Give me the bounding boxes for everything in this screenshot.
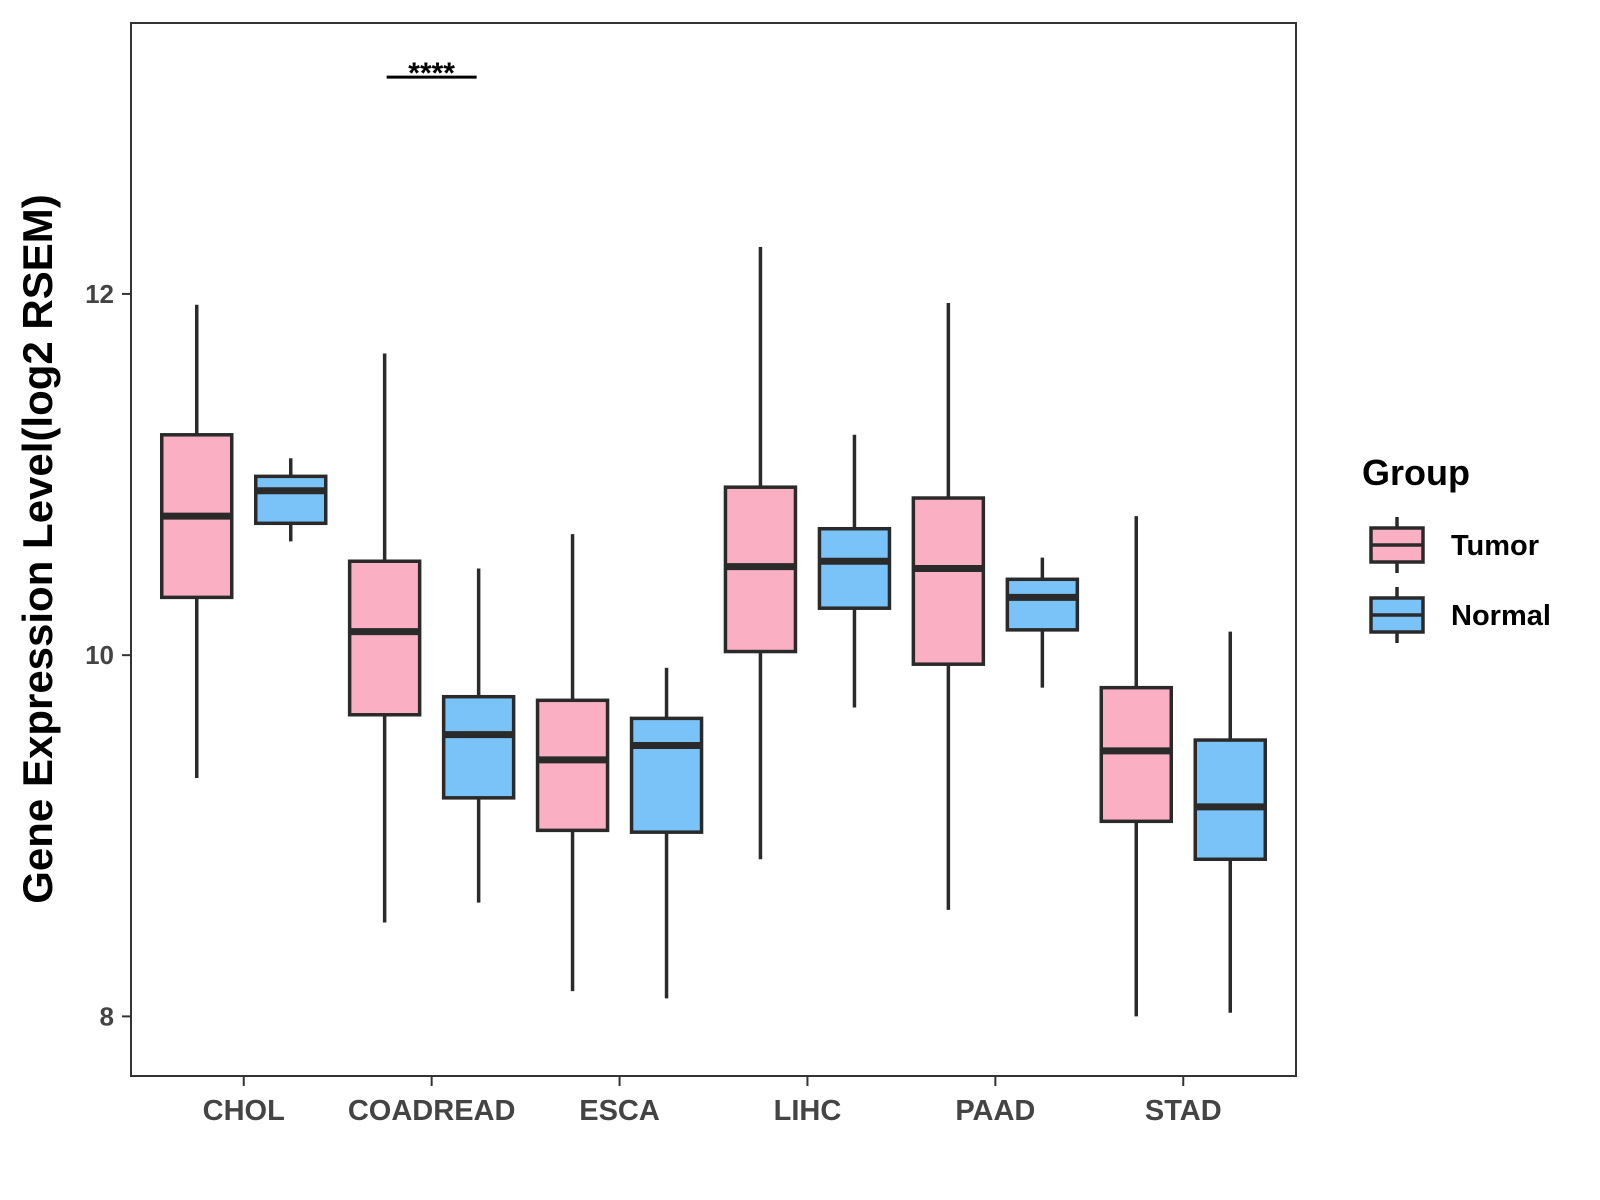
box-rect-tumor-esca	[535, 698, 610, 833]
box-tumor-stad	[1099, 516, 1174, 1017]
box-rect-normal-stad	[1193, 738, 1268, 862]
plot-area: ****	[159, 57, 1268, 1017]
series-tumor	[159, 246, 1174, 1017]
box-normal-coadread	[441, 568, 516, 903]
box-rect-normal-esca	[629, 716, 704, 834]
y-axis: 8 10 12	[85, 279, 131, 1031]
box-normal-esca	[629, 667, 704, 999]
box-tumor-coadread	[347, 353, 422, 923]
box-tumor-paad	[911, 302, 986, 910]
legend-label-tumor: Tumor	[1451, 530, 1539, 562]
significance-label: ****	[408, 57, 455, 90]
box-normal-lihc	[817, 434, 892, 708]
box-normal-stad	[1193, 631, 1268, 1013]
series-normal	[253, 434, 1268, 1013]
legend-label-normal: Normal	[1451, 600, 1551, 632]
box-rect-tumor-paad	[911, 496, 986, 666]
box-tumor-esca	[535, 534, 610, 992]
box-rect-tumor-coadread	[347, 559, 422, 717]
box-rect-normal-paad	[1005, 577, 1080, 632]
box-tumor-chol	[159, 304, 234, 778]
legend-item-normal: Normal	[1369, 587, 1551, 643]
panel-border	[130, 22, 1297, 1077]
x-tick-label: COADREAD	[348, 1095, 516, 1127]
box-normal-paad	[1005, 557, 1080, 688]
box-tumor-lihc	[723, 246, 798, 860]
x-tick-label: CHOL	[203, 1095, 285, 1127]
y-tick-label: 12	[85, 279, 114, 309]
box-normal-chol	[253, 458, 328, 542]
x-tick-label: STAD	[1145, 1095, 1222, 1127]
legend: Group Tumor Normal	[1362, 452, 1551, 643]
x-tick-label: PAAD	[955, 1095, 1035, 1127]
y-axis-title: Gene Expression Level(log2 RSEM)	[14, 194, 61, 904]
box-rect-normal-lihc	[817, 526, 892, 610]
y-tick-label: 10	[85, 640, 114, 670]
legend-title: Group	[1362, 452, 1470, 493]
legend-item-tumor: Tumor	[1369, 517, 1539, 573]
x-axis: CHOL COADREAD ESCA LIHC PAAD STAD	[203, 1076, 1222, 1127]
significance-annotation: ****	[386, 57, 477, 90]
x-tick-label: LIHC	[774, 1095, 842, 1127]
box-rect-normal-chol	[253, 474, 328, 526]
y-tick-label: 8	[100, 1001, 114, 1031]
x-tick-label: ESCA	[579, 1095, 660, 1127]
box-rect-normal-coadread	[441, 694, 516, 800]
box-rect-tumor-stad	[1099, 685, 1174, 824]
